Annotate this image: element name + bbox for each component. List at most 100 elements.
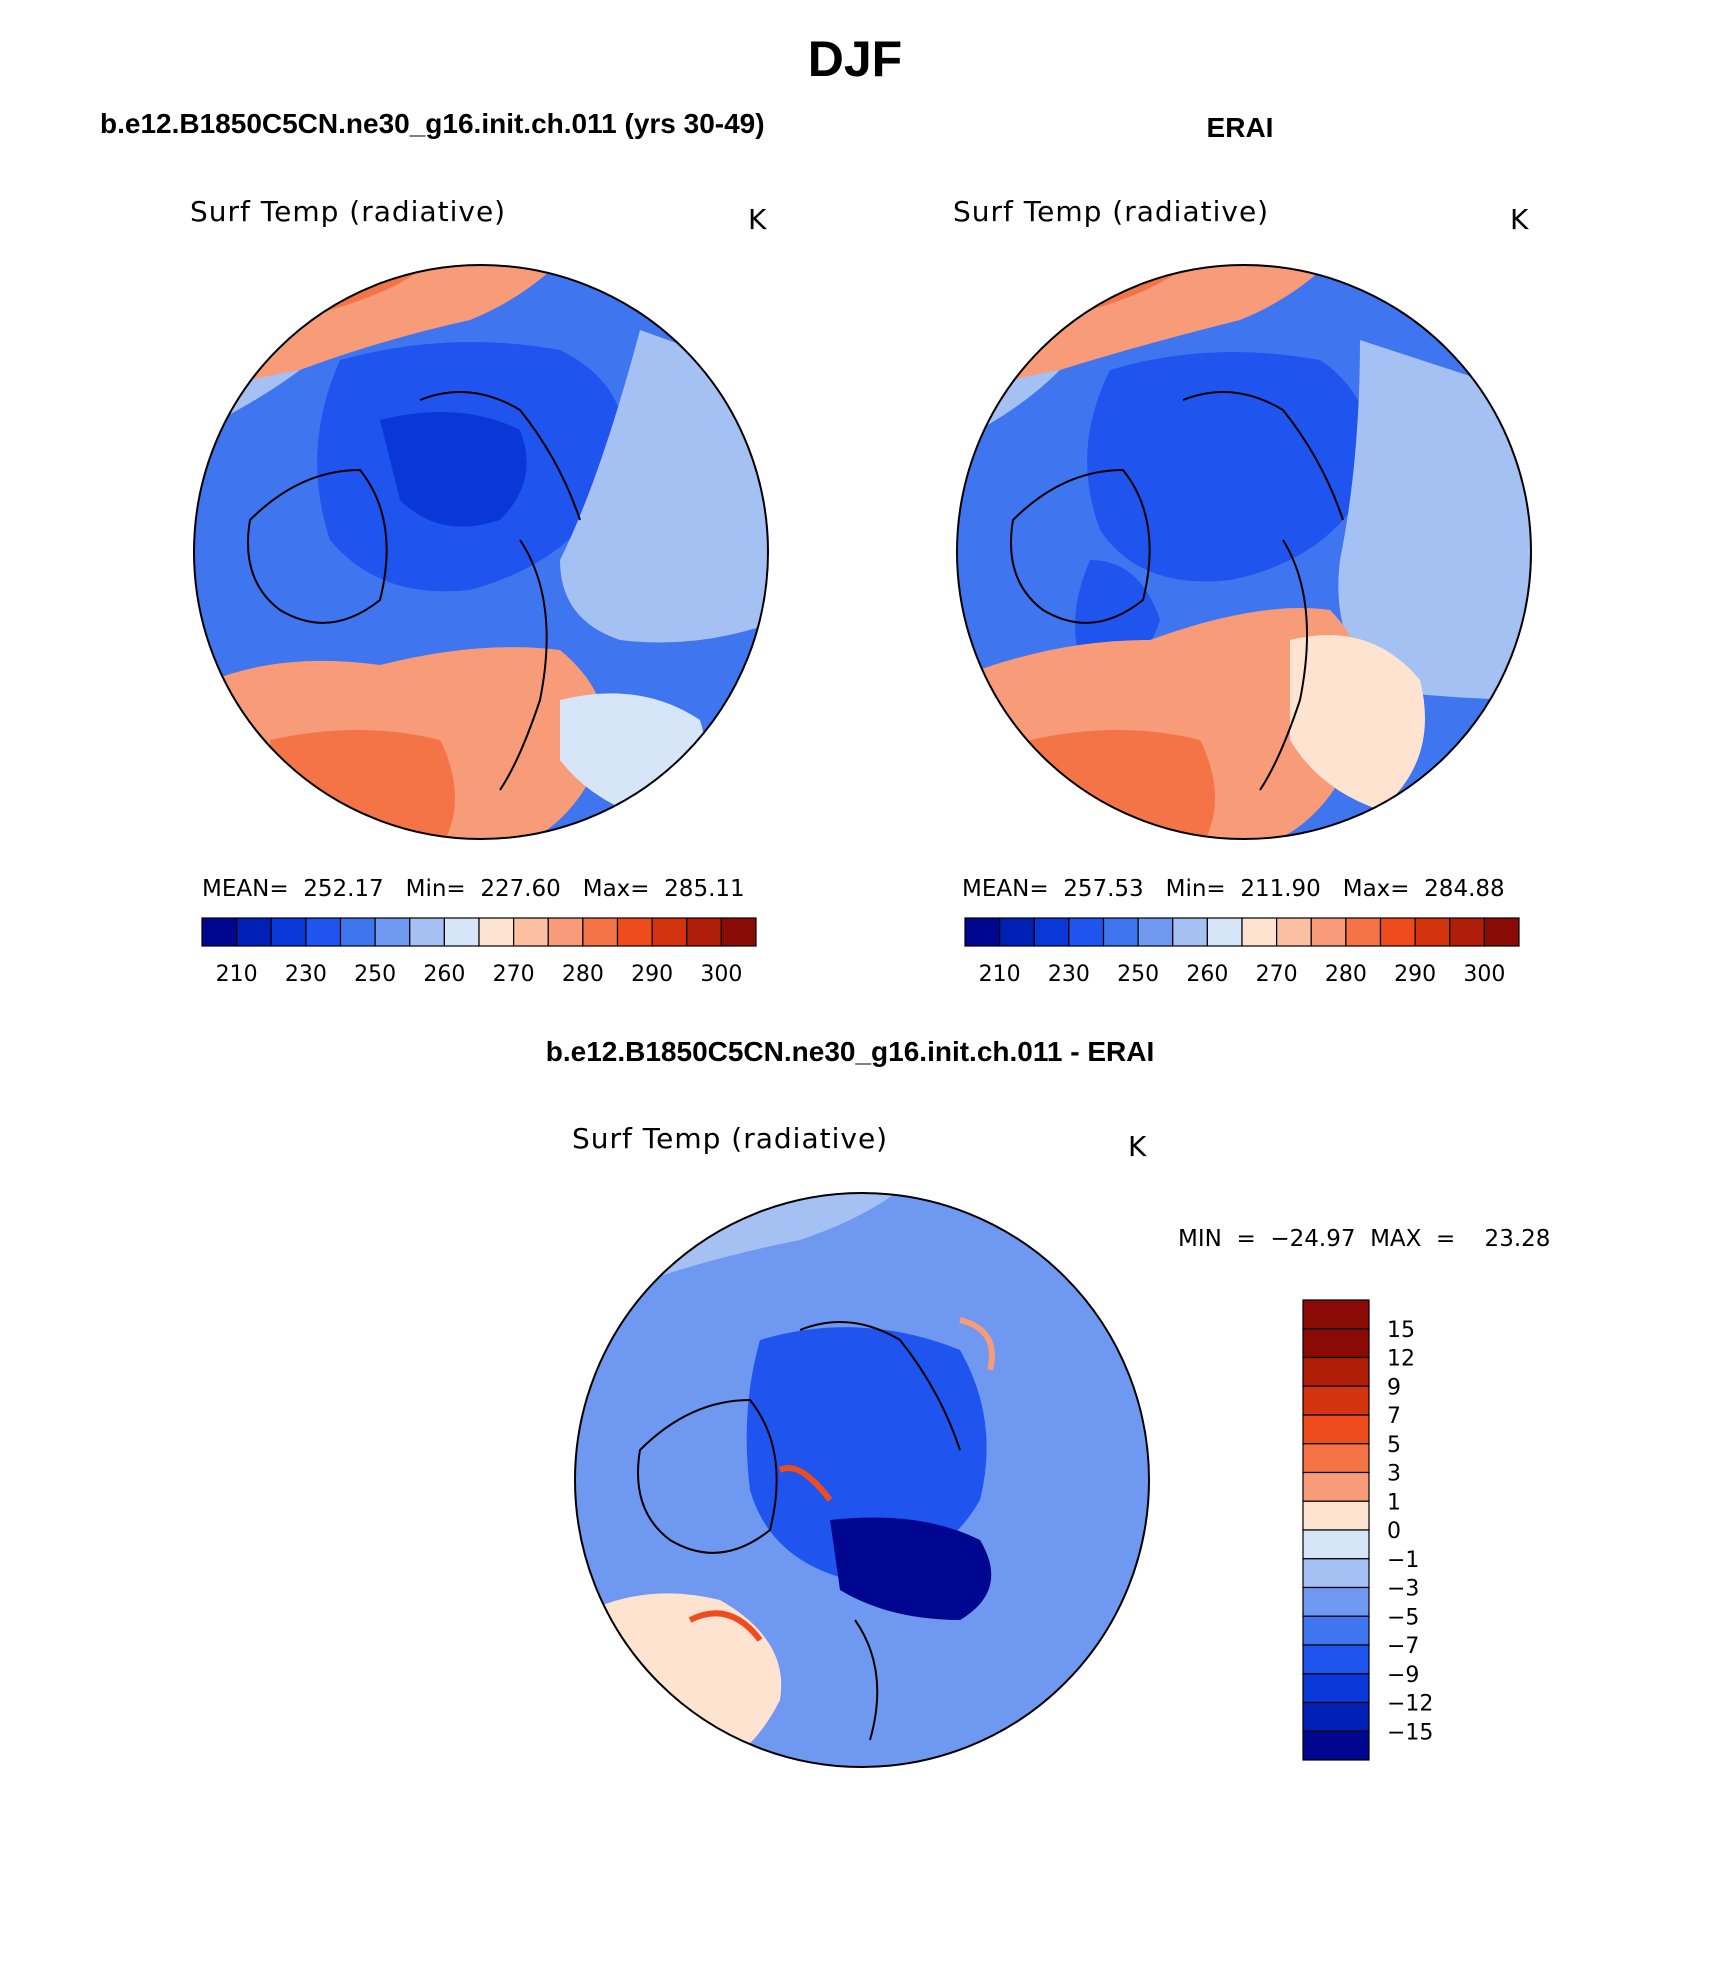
coastline-greenland xyxy=(247,468,388,624)
colorbar-box xyxy=(1345,917,1382,947)
colorbar-box xyxy=(1302,1529,1370,1560)
colorbar-box xyxy=(1449,917,1485,947)
colorbar-tick-label: 5 xyxy=(1387,1433,1401,1458)
map-diff-border xyxy=(574,1192,1150,1768)
colorbar-box xyxy=(1302,1558,1370,1589)
colorbar-box xyxy=(270,917,307,947)
field-mild-europe xyxy=(1290,635,1425,810)
panel-diff-unit: K xyxy=(1128,1130,1147,1163)
colorbar-tick-label: 280 xyxy=(562,962,604,987)
colorbar-box xyxy=(1302,1356,1370,1387)
colorbar-tick-label: −5 xyxy=(1387,1605,1419,1630)
colorbar-tick-label: 210 xyxy=(216,962,258,987)
colorbar-diff: 15 12 9 7 5 3 1 0 −1 −3 −5 −7 −9 −12 −15 xyxy=(1302,1299,1433,1761)
colorbar-tick-label: 12 xyxy=(1387,1347,1415,1372)
colorbar-box xyxy=(409,917,445,947)
colorbar-box xyxy=(1302,1701,1370,1732)
colorbar-box xyxy=(1483,917,1520,947)
field-mild-pacific xyxy=(575,1193,700,1250)
colorbar-obs: 210 230 250 260 270 280 290 300 xyxy=(964,917,1520,987)
panel-model-variable: Surf Temp (radiative) xyxy=(190,195,507,228)
colorbar-box xyxy=(582,917,619,947)
colorbar-box xyxy=(1414,917,1451,947)
colorbar-tick-label: 7 xyxy=(1387,1404,1401,1429)
colorbar-box xyxy=(513,917,549,947)
coastline xyxy=(1259,539,1308,791)
field-warmer-atlantic xyxy=(270,730,455,839)
colorbar-tick-label: 290 xyxy=(1394,962,1436,987)
colorbar-box xyxy=(1302,1730,1370,1761)
colorbar-tick-label: 230 xyxy=(285,962,327,987)
coastline-greenland xyxy=(637,1398,778,1554)
colorbar-box xyxy=(616,917,653,947)
colorbar-tick-label: −1 xyxy=(1387,1548,1419,1573)
colorbar-tick-label: 250 xyxy=(354,962,396,987)
panel-diff-variable: Surf Temp (radiative) xyxy=(572,1122,889,1155)
colorbar-box xyxy=(1302,1644,1370,1675)
colorbar-box xyxy=(443,917,480,947)
colorbar-box xyxy=(1302,1443,1370,1474)
colorbar-tick-label: 1 xyxy=(1387,1490,1401,1515)
colorbar-box xyxy=(547,917,584,947)
colorbar-box xyxy=(374,917,411,947)
colorbar-box xyxy=(1302,1385,1370,1416)
colorbar-tick-label: 270 xyxy=(1256,962,1298,987)
colorbar-box xyxy=(651,917,688,947)
field-coldest-barents xyxy=(830,1517,992,1620)
colorbar-tick-label: 270 xyxy=(493,962,535,987)
field-warm-siberia xyxy=(959,1317,995,1371)
colorbar-box xyxy=(964,917,1001,947)
colorbar-box xyxy=(1302,1586,1370,1617)
colorbar-tick-label: 280 xyxy=(1325,962,1367,987)
colorbar-box xyxy=(201,917,238,947)
map-model-border xyxy=(193,264,769,840)
field-cold-arctic xyxy=(746,1327,987,1580)
colorbar-tick-label: 300 xyxy=(1463,962,1505,987)
colorbar-box xyxy=(339,917,376,947)
colorbar-box xyxy=(1172,917,1208,947)
colorbar-box xyxy=(1379,917,1416,947)
colorbar-box xyxy=(1276,917,1312,947)
colorbar-box xyxy=(1302,1414,1370,1445)
colorbar-tick-label: 9 xyxy=(1387,1375,1401,1400)
coastline-siberia xyxy=(799,1321,961,1451)
colorbar-box xyxy=(478,917,515,947)
colorbar-tick-label: 260 xyxy=(423,962,465,987)
colorbar-box xyxy=(305,917,342,947)
panel-diff-stats: MIN = −24.97 MAX = 23.28 xyxy=(1178,1226,1551,1252)
coastline xyxy=(854,1619,879,1741)
colorbar-tick-label: 300 xyxy=(700,962,742,987)
field-cool-eurasia xyxy=(1338,340,1531,700)
colorbar-model: 210 230 250 260 270 280 290 300 xyxy=(201,917,757,987)
map-diff xyxy=(575,1193,1149,1767)
colorbar-box xyxy=(236,917,272,947)
colorbar-tick-label: 3 xyxy=(1387,1462,1401,1487)
colorbar-box xyxy=(1302,1471,1370,1502)
colorbar-tick-label: −9 xyxy=(1387,1663,1419,1688)
colorbar-box xyxy=(1068,917,1105,947)
map-obs-border xyxy=(956,264,1532,840)
colorbar-tick-label: 290 xyxy=(631,962,673,987)
colorbar-box xyxy=(1302,1500,1370,1531)
panel-obs-stats: MEAN= 257.53 Min= 211.90 Max= 284.88 xyxy=(962,876,1505,902)
field-warmer-atlantic xyxy=(1030,730,1215,839)
colorbar-box xyxy=(1310,917,1347,947)
field-warm-greenland-coast xyxy=(688,1610,763,1642)
colorbar-box xyxy=(1302,1299,1370,1330)
colorbar-tick-label: 230 xyxy=(1048,962,1090,987)
colorbar-box xyxy=(720,917,757,947)
colorbar-box xyxy=(1302,1615,1370,1646)
colorbar-tick-label: −3 xyxy=(1387,1577,1419,1602)
panel-obs-variable: Surf Temp (radiative) xyxy=(953,195,1270,228)
colorbar-tick-label: −7 xyxy=(1387,1634,1419,1659)
colorbar-box xyxy=(1302,1328,1370,1359)
colorbar-tick-label: 250 xyxy=(1117,962,1159,987)
field-cool-eurasia xyxy=(560,330,768,643)
colorbar-box xyxy=(686,917,722,947)
colorbar-box xyxy=(999,917,1035,947)
panel-model-stats: MEAN= 252.17 Min= 227.60 Max= 285.11 xyxy=(202,876,745,902)
panel-obs-unit: K xyxy=(1510,203,1529,236)
colorbar-tick-label: 15 xyxy=(1387,1318,1415,1343)
colorbar-tick-label: 210 xyxy=(979,962,1021,987)
main-title: DJF xyxy=(807,31,903,87)
